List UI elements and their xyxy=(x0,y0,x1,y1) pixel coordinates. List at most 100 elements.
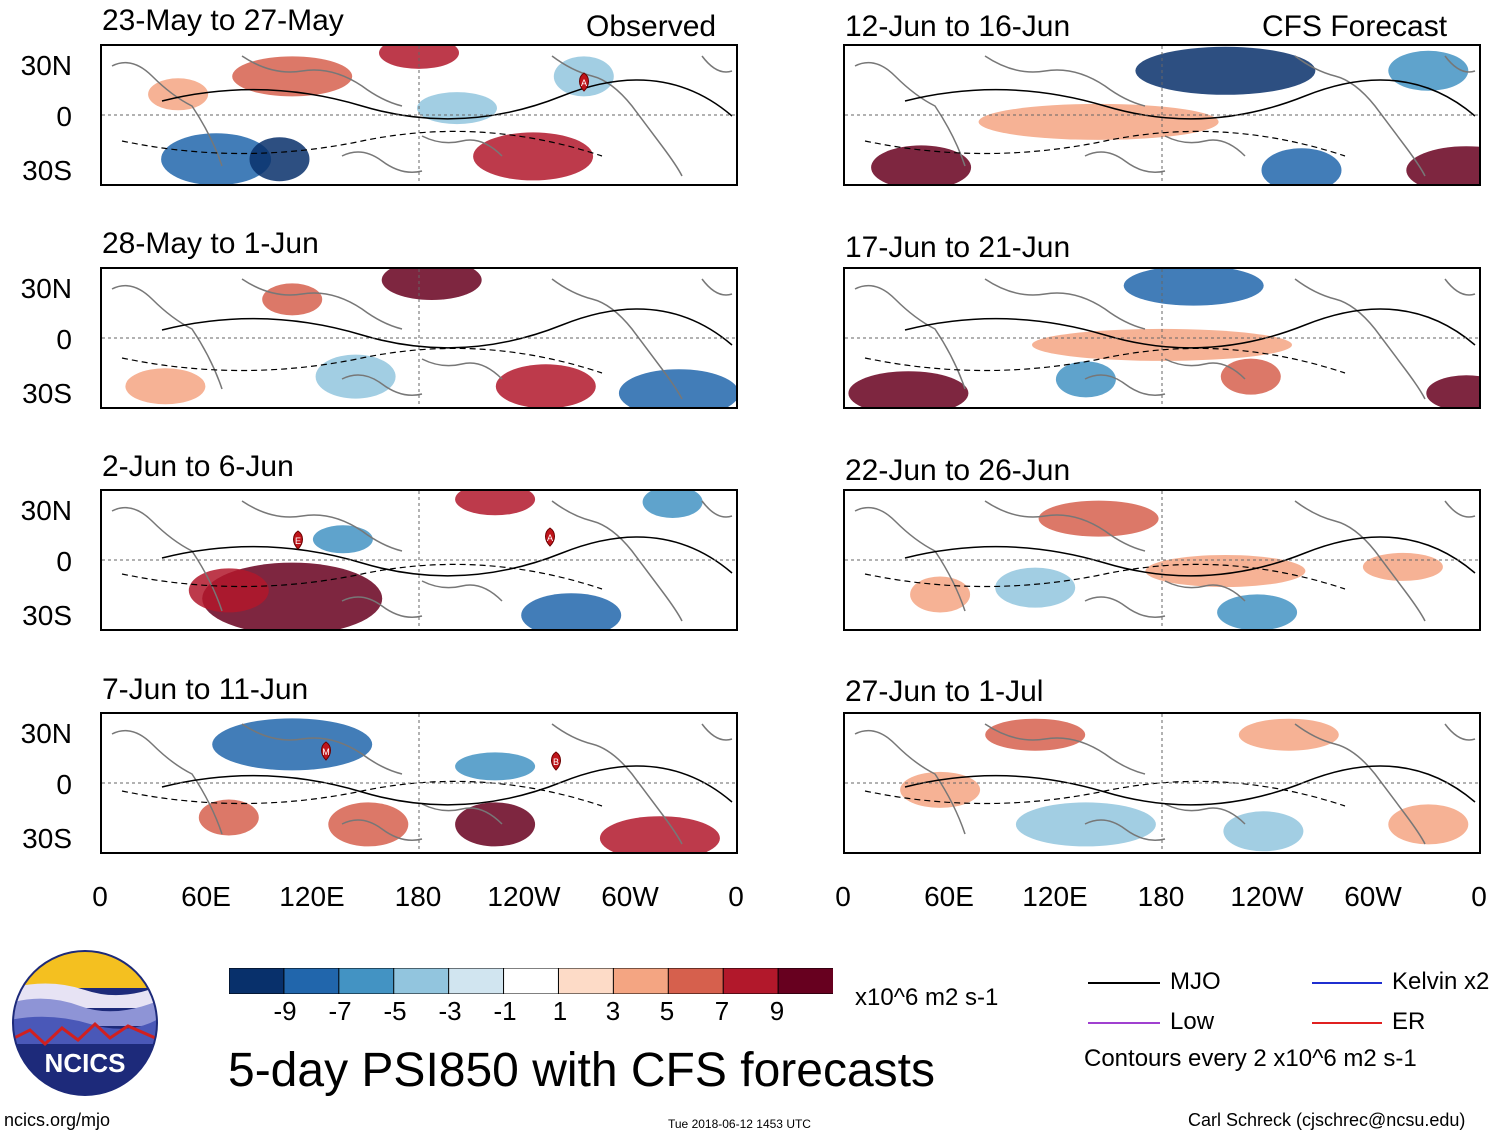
negative-contour xyxy=(121,780,603,807)
lon-label: 60E xyxy=(924,881,974,912)
anomaly-blob xyxy=(1388,50,1469,91)
cfs-forecast-label: CFS Forecast xyxy=(1262,10,1448,43)
map-field-8 xyxy=(845,714,1479,852)
colorbar-label: 3 xyxy=(605,996,621,1026)
lon-label: 60W xyxy=(601,881,659,912)
panel-title-2: 28-May to 1-Jun xyxy=(102,227,319,260)
svg-text:M: M xyxy=(322,747,330,757)
legend-line-er xyxy=(1312,1022,1382,1024)
lat-label-30n: 30N xyxy=(20,50,72,81)
event-marker: A xyxy=(542,527,558,547)
lon-label: 0 xyxy=(1471,881,1487,912)
colorbar-label: -9 xyxy=(273,996,297,1026)
map-panel-8 xyxy=(843,712,1481,854)
anomaly-blob xyxy=(1135,46,1316,95)
mjo-contour xyxy=(904,308,1476,349)
event-marker: B xyxy=(548,751,564,771)
lon-label: 60W xyxy=(1344,881,1402,912)
legend-label-mjo: MJO xyxy=(1170,968,1221,995)
anomaly-blob xyxy=(1220,358,1281,395)
panel-title-7: 22-Jun to 26-Jun xyxy=(845,454,1071,487)
svg-text:A: A xyxy=(581,78,587,88)
panel-title-1: 23-May to 27-May xyxy=(102,4,344,37)
map-field-6 xyxy=(845,269,1479,407)
coastline xyxy=(854,500,1476,622)
anomaly-blob xyxy=(871,145,972,184)
colorbar-label: -3 xyxy=(438,996,462,1026)
negative-contour xyxy=(121,563,603,590)
legend-line-mjo xyxy=(1088,982,1160,984)
contour-interval-note: Contours every 2 x10^6 m2 s-1 xyxy=(1084,1045,1417,1072)
lat-label-30s: 30S xyxy=(22,378,72,409)
colorbar-swatch xyxy=(338,967,395,995)
anomaly-blob xyxy=(455,802,536,847)
negative-contour xyxy=(121,130,603,157)
anomaly-blob xyxy=(985,718,1086,751)
anomaly-blob xyxy=(978,103,1219,140)
map-field-3 xyxy=(102,491,736,629)
colorbar-swatch xyxy=(393,967,450,995)
anomaly-blob xyxy=(212,718,373,771)
anomaly-blob xyxy=(1261,148,1342,184)
lat-label-30s: 30S xyxy=(22,600,72,631)
map-panel-6 xyxy=(843,267,1481,409)
svg-text:A: A xyxy=(547,533,553,543)
lat-label-30n: 30N xyxy=(20,273,72,304)
colorbar-units: x10^6 m2 s-1 xyxy=(855,984,999,1011)
anomaly-blob xyxy=(1055,361,1116,398)
anomaly-blob xyxy=(642,491,703,518)
lat-label-30n: 30N xyxy=(20,495,72,526)
anomaly-blob xyxy=(1426,375,1479,407)
anomaly-blob xyxy=(1362,552,1443,581)
svg-text:NCICS: NCICS xyxy=(45,1048,126,1078)
mjo-contour xyxy=(161,536,733,577)
panel-title-4: 7-Jun to 11-Jun xyxy=(102,673,309,706)
ncics-logo-graphic: NCICS xyxy=(12,950,158,1096)
anomaly-blob xyxy=(910,576,971,613)
colorbar-label: 1 xyxy=(552,996,568,1026)
anomaly-blob xyxy=(599,816,720,852)
mjo-contour xyxy=(161,308,733,349)
anomaly-blob xyxy=(1238,718,1339,751)
negative-contour xyxy=(864,130,1346,157)
event-marker: E xyxy=(290,530,306,550)
lon-label: 120E xyxy=(279,881,345,912)
negative-contour xyxy=(864,780,1346,807)
ncics-logo: NCICS xyxy=(10,948,160,1098)
panel-title-6: 17-Jun to 21-Jun xyxy=(845,231,1071,264)
anomaly-blob xyxy=(1032,328,1292,361)
colorbar-swatch xyxy=(448,967,505,995)
anomaly-blob xyxy=(1388,804,1469,845)
map-field-1 xyxy=(102,46,736,184)
anomaly-blob xyxy=(188,568,269,613)
colorbar-label: -5 xyxy=(383,996,407,1026)
lon-label: 120W xyxy=(1230,881,1304,912)
lon-label: 180 xyxy=(1137,881,1185,912)
lat-label-0: 0 xyxy=(56,769,72,800)
map-panel-1 xyxy=(100,44,738,186)
colorbar-label: 9 xyxy=(769,996,785,1026)
anomaly-blob xyxy=(249,137,310,182)
anomaly-blob xyxy=(900,771,981,808)
anomaly-blob xyxy=(1123,269,1264,306)
colorbar-swatches xyxy=(228,967,835,995)
lon-label: 0 xyxy=(728,881,744,912)
anomaly-blob xyxy=(995,567,1076,608)
anomaly-blob xyxy=(1145,555,1306,587)
anomaly-blob xyxy=(473,132,594,181)
map-field-2 xyxy=(102,269,736,407)
anomaly-blob xyxy=(262,283,323,316)
anomaly-blob xyxy=(125,368,206,405)
lon-label: 120W xyxy=(487,881,561,912)
lon-label: 0 xyxy=(92,881,108,912)
map-field-4 xyxy=(102,714,736,852)
legend-line-low xyxy=(1088,1022,1160,1024)
anomaly-blob xyxy=(848,371,969,407)
anomaly-blob xyxy=(379,46,459,69)
legend-label-kelvin: Kelvin x2 xyxy=(1392,968,1490,995)
map-panel-7 xyxy=(843,489,1481,631)
colorbar-label: -7 xyxy=(328,996,352,1026)
map-panel-2 xyxy=(100,267,738,409)
footer-timestamp: Tue 2018-06-12 1453 UTC xyxy=(668,1117,811,1131)
coastline xyxy=(111,278,733,400)
